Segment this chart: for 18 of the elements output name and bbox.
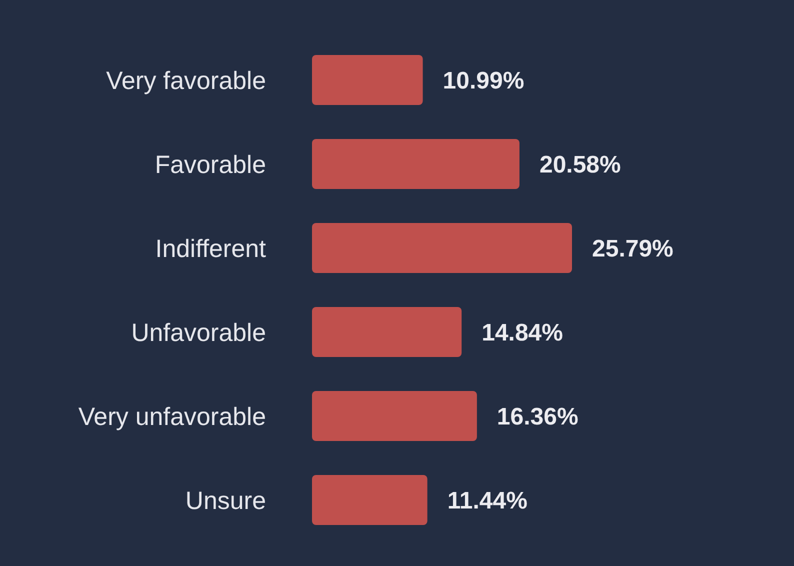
y-tick-label: Unfavorable — [131, 318, 266, 347]
y-tick-label: Very unfavorable — [78, 402, 266, 431]
bar — [312, 139, 520, 189]
data-label: 25.79% — [592, 236, 674, 263]
bar — [312, 223, 572, 273]
data-label: 20.58% — [539, 152, 621, 179]
data-label: 11.44% — [447, 488, 528, 515]
data-label: 16.36% — [496, 404, 578, 431]
bar — [312, 391, 477, 441]
y-tick-label: Very favorable — [106, 66, 266, 95]
y-tick-label: Favorable — [154, 150, 266, 179]
y-tick-label: Unsure — [185, 486, 266, 515]
bar — [312, 55, 423, 105]
data-label: 10.99% — [442, 68, 524, 95]
data-label: 14.84% — [482, 320, 564, 347]
bar — [312, 307, 462, 357]
y-tick-label: Indifferent — [155, 234, 266, 263]
bar — [312, 475, 428, 525]
